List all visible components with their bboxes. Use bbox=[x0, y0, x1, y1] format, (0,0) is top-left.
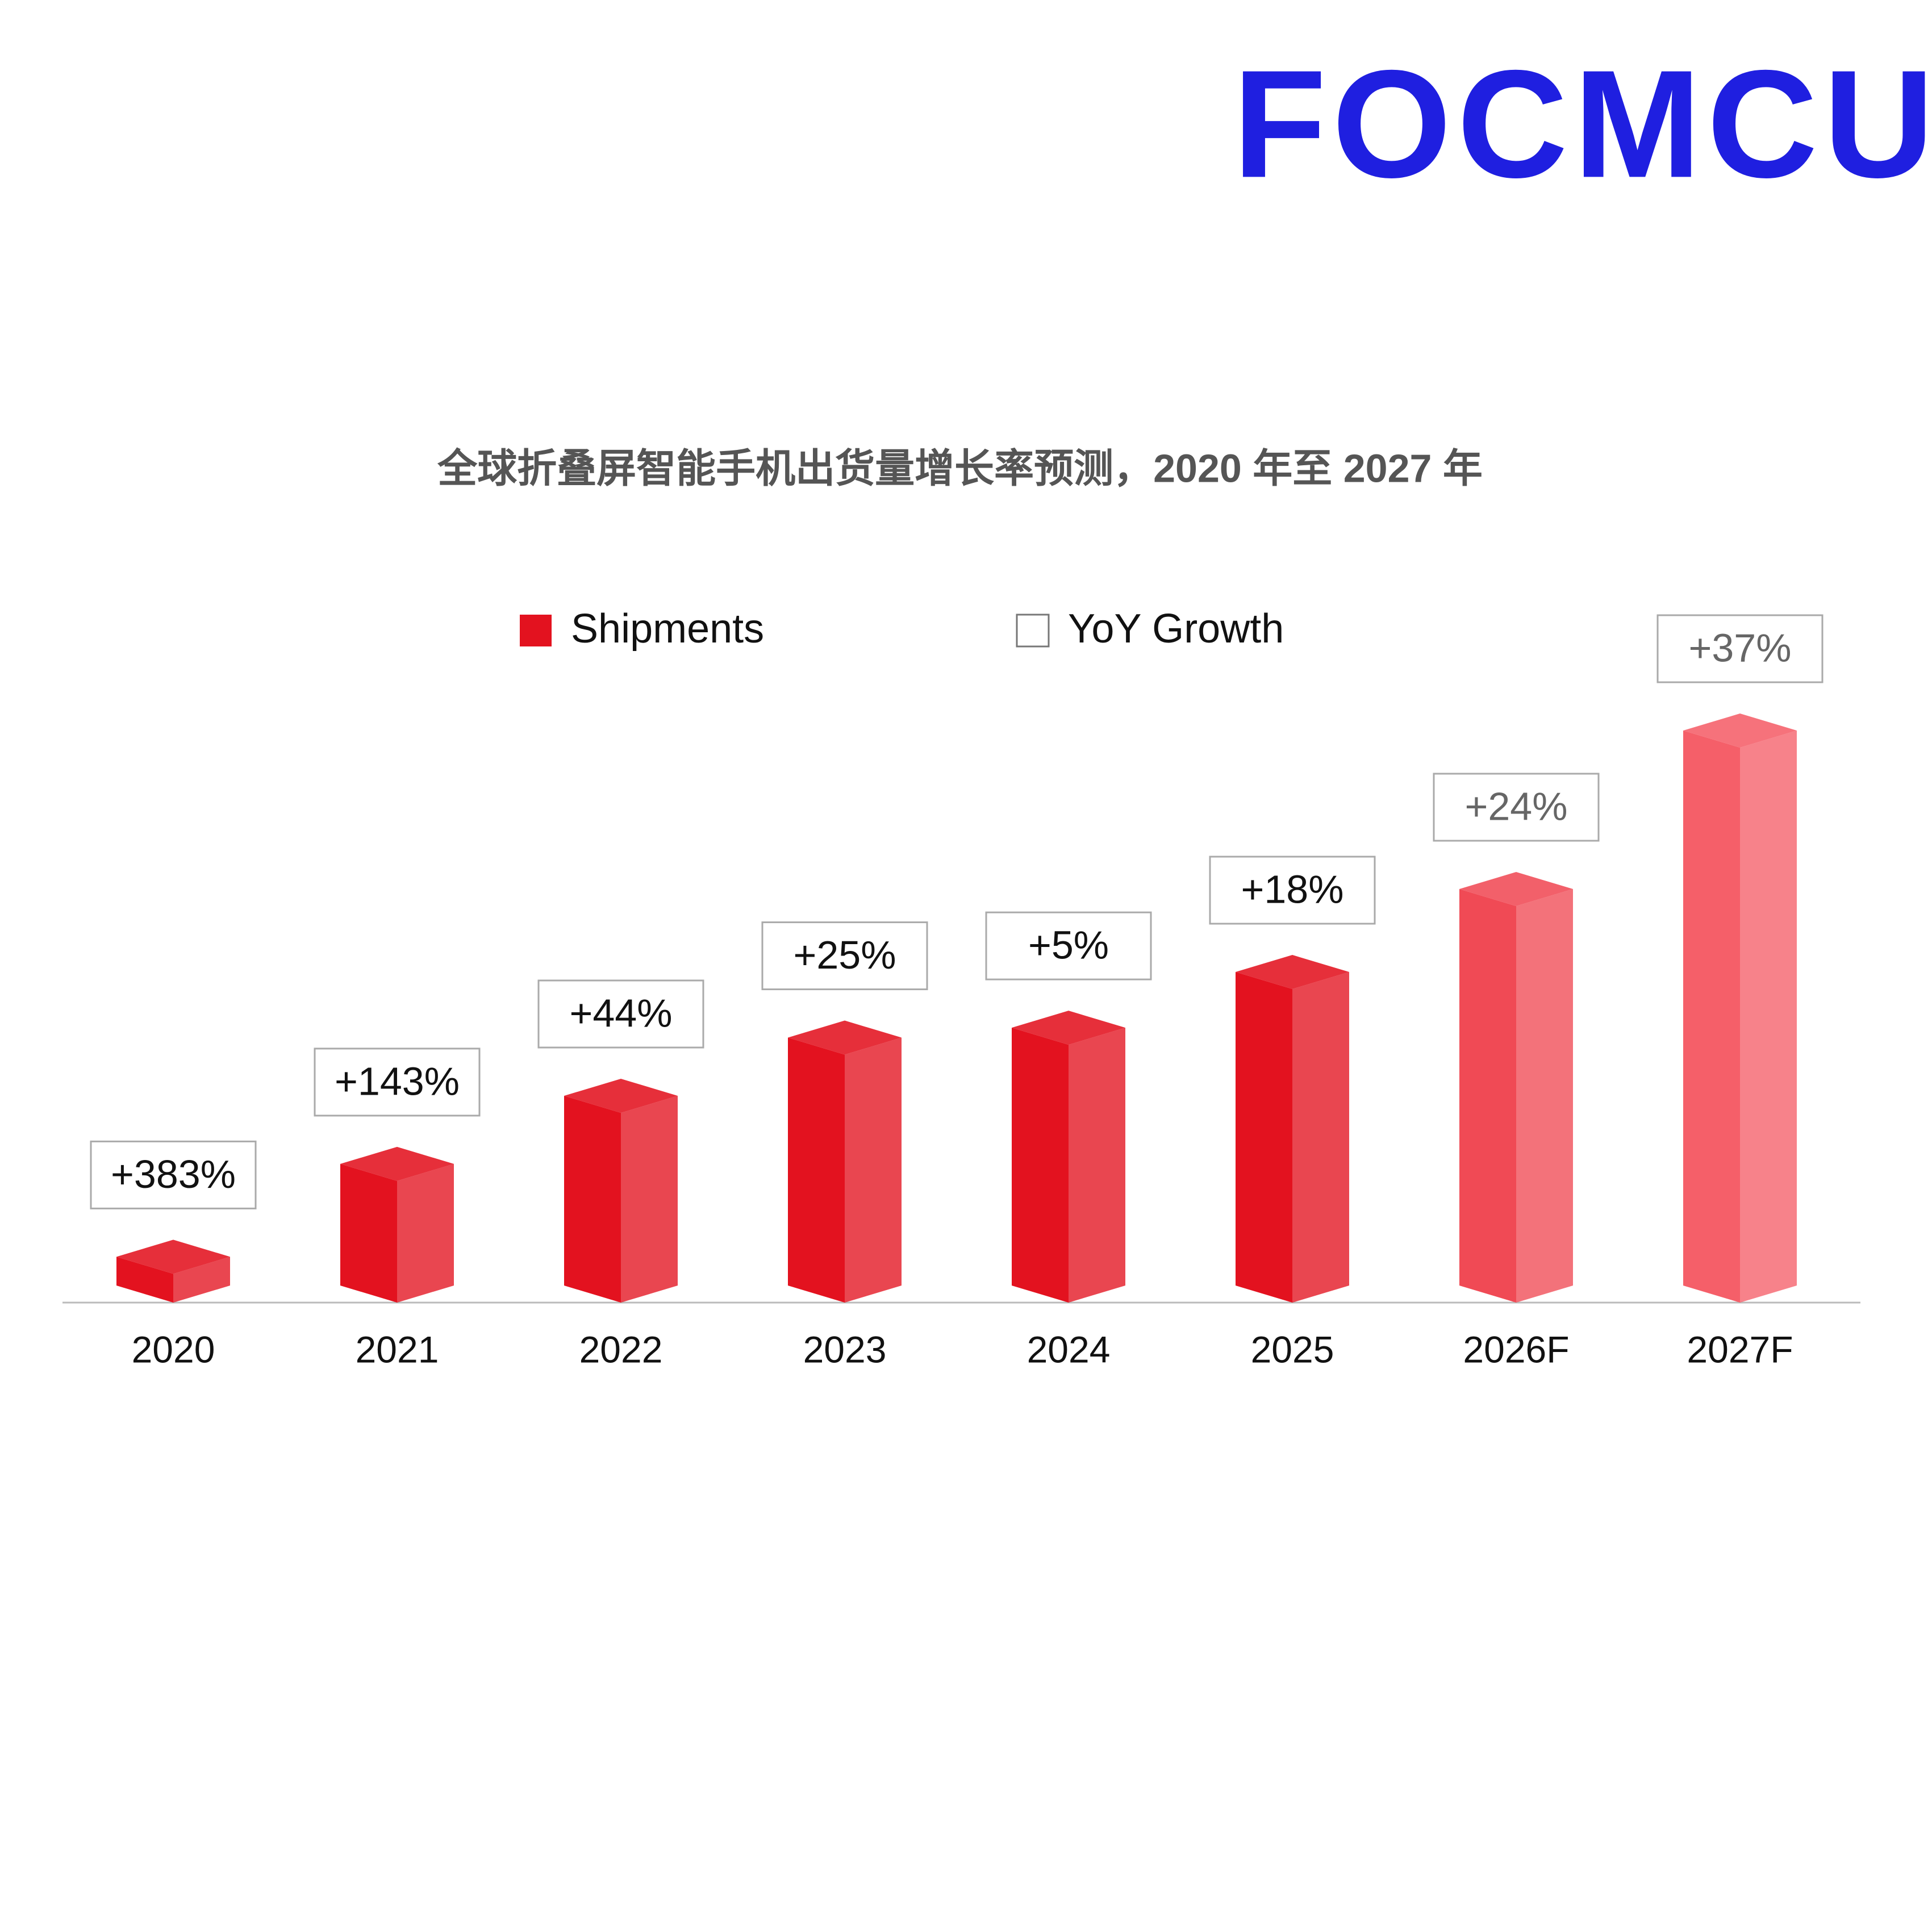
bar-top bbox=[564, 1078, 678, 1113]
label-text: +44% bbox=[570, 991, 673, 1035]
bar-front bbox=[1683, 731, 1740, 1303]
bar-top bbox=[1459, 871, 1573, 906]
label-text: +383% bbox=[111, 1152, 236, 1196]
bar bbox=[788, 1020, 902, 1303]
bar-top bbox=[1012, 1011, 1125, 1045]
bar bbox=[116, 1240, 230, 1303]
value-label: +5% bbox=[985, 911, 1152, 980]
label-box bbox=[1433, 773, 1600, 842]
bar-front bbox=[116, 1257, 173, 1303]
x-tick-label: 2025 bbox=[1251, 1328, 1334, 1370]
bar-top bbox=[788, 1020, 902, 1055]
x-tick-label: 2022 bbox=[579, 1328, 663, 1370]
bar-side bbox=[173, 1257, 230, 1303]
bar-front bbox=[564, 1095, 621, 1303]
bar bbox=[1012, 1011, 1125, 1303]
value-label: +25% bbox=[761, 921, 928, 991]
bar-front bbox=[1236, 972, 1292, 1303]
label-box bbox=[1656, 614, 1823, 683]
bar-side bbox=[1516, 888, 1573, 1303]
label-text: +18% bbox=[1241, 867, 1344, 912]
bar-side bbox=[845, 1037, 902, 1303]
label-box bbox=[90, 1140, 257, 1209]
label-text: +37% bbox=[1689, 625, 1792, 670]
x-tick-label: 2027F bbox=[1687, 1328, 1793, 1370]
legend-swatch bbox=[520, 615, 552, 646]
label-box bbox=[985, 911, 1152, 980]
value-label: +37% bbox=[1656, 614, 1823, 683]
x-tick-label: 2026F bbox=[1463, 1328, 1569, 1370]
legend-swatch bbox=[1016, 614, 1050, 648]
label-text: +5% bbox=[1028, 923, 1109, 967]
bar-top bbox=[1236, 955, 1349, 990]
value-label: +44% bbox=[537, 979, 704, 1049]
bar bbox=[1683, 713, 1797, 1303]
x-tick-label: 2021 bbox=[356, 1328, 439, 1370]
legend-label: YoY Growth bbox=[1068, 606, 1284, 652]
bar-side bbox=[1740, 731, 1797, 1303]
value-label: +18% bbox=[1209, 856, 1376, 925]
chart-title: 全球折叠屏智能手机出货量增长率预测，2020 年至 2027 年 bbox=[437, 446, 1483, 490]
bar bbox=[564, 1078, 678, 1303]
x-tick-label: 2024 bbox=[1027, 1328, 1111, 1370]
value-label: +143% bbox=[314, 1048, 481, 1117]
bar-side bbox=[621, 1095, 678, 1303]
bar-front bbox=[1012, 1028, 1069, 1303]
label-text: +24% bbox=[1465, 784, 1568, 828]
x-tick-label: 2023 bbox=[803, 1328, 887, 1370]
bar-top bbox=[116, 1240, 230, 1274]
legend-label: Shipments bbox=[571, 606, 764, 652]
x-tick-label: 2020 bbox=[132, 1328, 215, 1370]
logo: FOCMCU bbox=[1233, 39, 1932, 210]
label-box bbox=[1209, 856, 1376, 925]
label-box bbox=[761, 921, 928, 991]
label-text: +143% bbox=[335, 1059, 460, 1103]
label-text: +25% bbox=[794, 933, 896, 977]
bar-top bbox=[1683, 713, 1797, 748]
bar-side bbox=[1069, 1028, 1125, 1303]
bar-front bbox=[1459, 888, 1516, 1303]
label-box bbox=[537, 979, 704, 1049]
bar-side bbox=[1292, 972, 1349, 1303]
bar-side bbox=[397, 1163, 454, 1303]
value-label: +383% bbox=[90, 1140, 257, 1209]
label-box bbox=[314, 1048, 481, 1117]
bar-top bbox=[340, 1146, 454, 1181]
value-label: +24% bbox=[1433, 773, 1600, 842]
bar bbox=[1459, 871, 1573, 1303]
bar bbox=[1236, 955, 1349, 1303]
bar-front bbox=[340, 1163, 397, 1303]
bar-front bbox=[788, 1037, 845, 1303]
bar bbox=[340, 1146, 454, 1303]
